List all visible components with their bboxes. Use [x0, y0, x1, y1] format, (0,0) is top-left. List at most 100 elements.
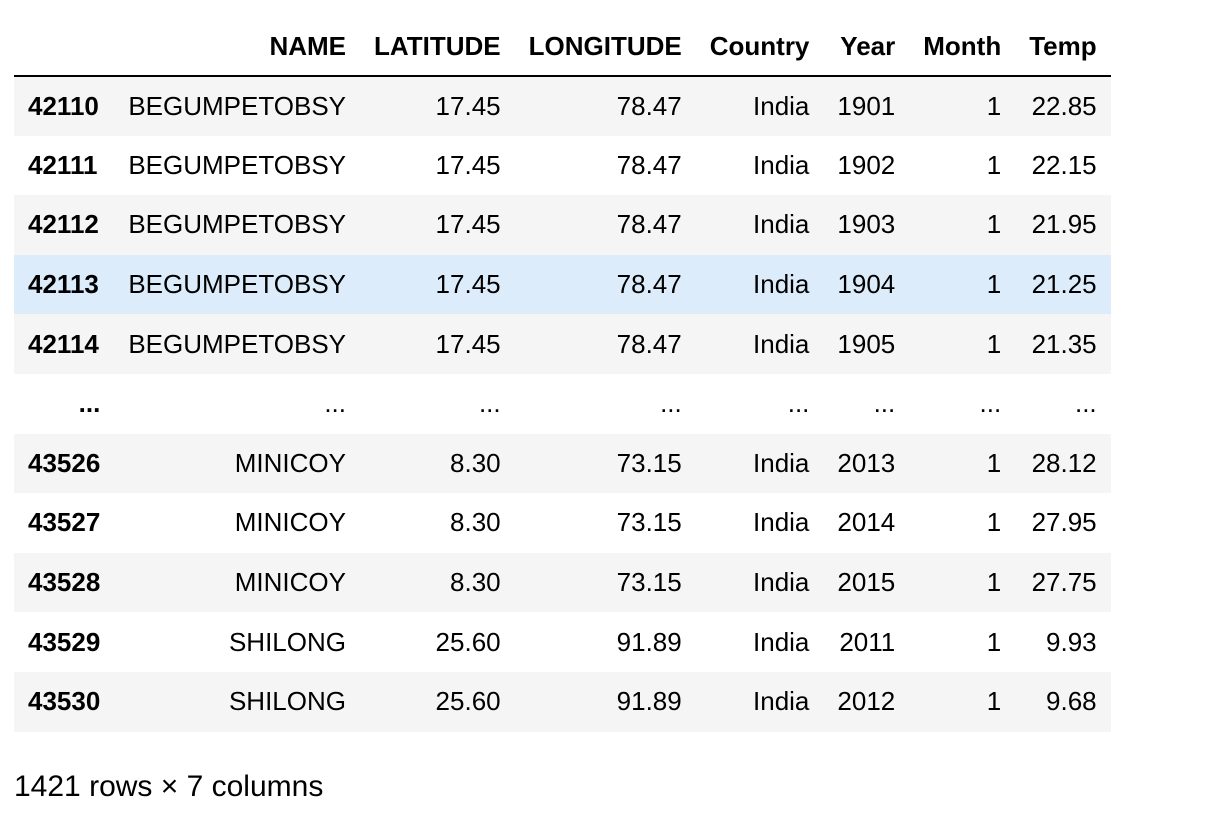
- table-header: NAME LATITUDE LONGITUDE Country Year Mon…: [14, 17, 1111, 77]
- table-row: 42112 BEGUMPETOBSY 17.45 78.47 India 1903 1 21.…: [14, 195, 1111, 255]
- cell-year: 1905: [837, 328, 896, 359]
- row-index: 43529: [28, 626, 101, 657]
- column-header-longitude: LONGITUDE: [514, 17, 696, 77]
- cell-temp: ...: [1074, 388, 1097, 419]
- table-row: 43526 MINICOY 8.30 73.15 India 2013 1 28.12: [14, 433, 1111, 494]
- cell-month: 1: [986, 626, 1002, 657]
- table-row: 42113 BEGUMPETOBSY 17.45 78.47 India 1904 1 21.…: [14, 254, 1111, 315]
- cell-longitude: 78.47: [616, 90, 682, 121]
- cell-name: BEGUMPETOBSY: [128, 269, 346, 300]
- cell-temp: 21.95: [1031, 209, 1097, 240]
- cell-name: BEGUMPETOBSY: [128, 328, 346, 359]
- cell-name: SHILONG: [228, 686, 346, 717]
- dataframe-shape-label: 1421 rows × 7 columns: [14, 770, 324, 803]
- cell-year: 2014: [837, 507, 896, 538]
- cell-country: India: [753, 328, 810, 359]
- cell-month: 1: [986, 328, 1002, 359]
- cell-latitude: 17.45: [435, 269, 501, 300]
- cell-country: India: [753, 209, 810, 240]
- cell-name: ...: [324, 388, 346, 419]
- cell-latitude: 8.30: [450, 507, 501, 538]
- cell-longitude: ...: [660, 388, 682, 419]
- cell-name: SHILONG: [228, 626, 346, 657]
- cell-latitude: 17.45: [435, 328, 501, 359]
- cell-longitude: 78.47: [616, 209, 682, 240]
- cell-country: India: [753, 686, 810, 717]
- cell-month: 1: [986, 269, 1002, 300]
- column-header-temp: Temp: [1015, 17, 1111, 77]
- column-header-year: Year: [823, 17, 910, 77]
- row-index: 43528: [28, 567, 101, 598]
- row-index: 42110: [28, 90, 99, 121]
- cell-temp: 21.25: [1031, 269, 1097, 300]
- row-index: 43526: [28, 447, 101, 478]
- cell-latitude: 17.45: [435, 209, 501, 240]
- table-row: 43529 SHILONG 25.60 91.89 India 2011 1 9.93: [14, 612, 1111, 672]
- column-header-month: Month: [909, 17, 1016, 77]
- cell-country: ...: [787, 388, 810, 419]
- cell-temp: 9.68: [1046, 686, 1097, 717]
- cell-year: 1903: [837, 209, 896, 240]
- cell-month: 1: [986, 507, 1002, 538]
- cell-temp: 22.85: [1031, 90, 1097, 121]
- cell-longitude: 78.47: [616, 269, 682, 300]
- cell-year: ...: [873, 388, 896, 419]
- cell-name: MINICOY: [234, 447, 346, 478]
- ellipsis-row: ........................: [14, 373, 1111, 434]
- header-row: NAME LATITUDE LONGITUDE Country Year Mon…: [14, 17, 1111, 77]
- cell-month: ...: [979, 388, 1002, 419]
- cell-country: India: [753, 90, 810, 121]
- cell-temp: 22.15: [1031, 149, 1097, 180]
- cell-longitude: 91.89: [616, 686, 682, 717]
- cell-latitude: 17.45: [435, 90, 501, 121]
- cell-temp: 28.12: [1031, 447, 1097, 478]
- cell-latitude: 25.60: [435, 626, 501, 657]
- cell-country: India: [753, 269, 810, 300]
- column-header-country: Country: [695, 17, 824, 77]
- cell-latitude: 25.60: [435, 686, 501, 717]
- cell-country: India: [753, 447, 810, 478]
- cell-year: 2012: [837, 686, 896, 717]
- cell-longitude: 73.15: [616, 507, 682, 538]
- cell-temp: 9.93: [1046, 626, 1097, 657]
- cell-country: India: [753, 507, 810, 538]
- cell-longitude: 78.47: [616, 328, 682, 359]
- cell-latitude: 17.45: [435, 149, 501, 180]
- table-row: 43530 SHILONG 25.60 91.89 India 2012 1 9.68: [14, 671, 1111, 732]
- table-row: 42114 BEGUMPETOBSY 17.45 78.47 India 1905 1 21.…: [14, 314, 1111, 374]
- index-header: [14, 17, 115, 77]
- cell-year: 2013: [837, 447, 896, 478]
- cell-year: 1901: [837, 90, 896, 121]
- dataframe-output: NAME LATITUDE LONGITUDE Country Year Mon…: [14, 17, 1111, 732]
- cell-month: 1: [986, 447, 1002, 478]
- row-index: 42114: [28, 328, 99, 359]
- cell-year: 1904: [837, 269, 896, 300]
- cell-latitude: 8.30: [450, 447, 501, 478]
- table-row: 43528 MINICOY 8.30 73.15 India 2015 1 27.75: [14, 552, 1111, 613]
- cell-month: 1: [986, 567, 1002, 598]
- column-header-name: NAME: [114, 17, 360, 77]
- table-row: 43527 MINICOY 8.30 73.15 India 2014 1 27.95: [14, 493, 1111, 553]
- cell-month: 1: [986, 90, 1002, 121]
- cell-country: India: [753, 149, 810, 180]
- cell-temp: 27.75: [1031, 567, 1097, 598]
- column-header-latitude: LATITUDE: [360, 17, 515, 77]
- row-index: 42112: [28, 209, 99, 240]
- row-index: 43527: [28, 507, 101, 538]
- cell-month: 1: [986, 209, 1002, 240]
- cell-name: BEGUMPETOBSY: [128, 149, 346, 180]
- cell-name: BEGUMPETOBSY: [128, 90, 346, 121]
- dataframe-table: NAME LATITUDE LONGITUDE Country Year Mon…: [14, 17, 1111, 732]
- row-index: 43530: [28, 686, 101, 717]
- cell-longitude: 91.89: [616, 626, 682, 657]
- cell-longitude: 73.15: [616, 567, 682, 598]
- cell-year: 1902: [837, 149, 896, 180]
- row-index: ...: [78, 388, 101, 419]
- cell-name: BEGUMPETOBSY: [128, 209, 346, 240]
- cell-country: India: [753, 567, 810, 598]
- cell-country: India: [753, 626, 810, 657]
- cell-name: MINICOY: [234, 507, 346, 538]
- cell-latitude: ...: [478, 388, 501, 419]
- table-row: 42110 BEGUMPETOBSY 17.45 78.47 India 1901 1 22.…: [14, 76, 1111, 136]
- table-row: 42111 BEGUMPETOBSY 17.45 78.47 India 1902 1 22.…: [14, 136, 1111, 196]
